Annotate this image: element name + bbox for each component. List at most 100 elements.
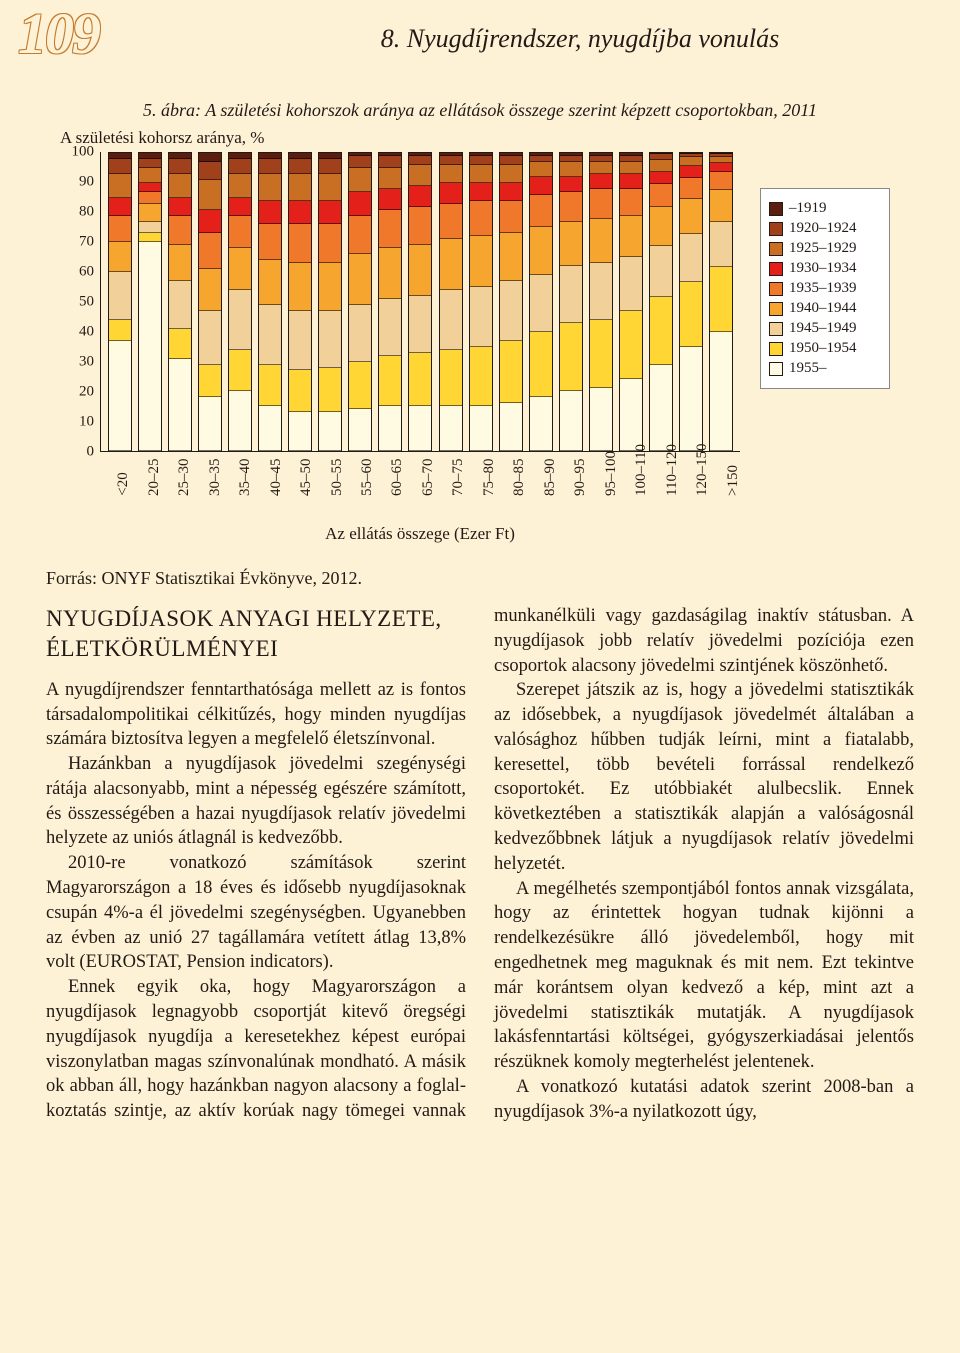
paragraph: A vonatkozó kutatási adatok szerint 2008…: [494, 1075, 914, 1125]
chart-bar-segment: [139, 233, 161, 242]
chart-bar-segment: [620, 216, 642, 258]
y-tick-label: 30: [79, 354, 94, 371]
legend-swatch: [769, 302, 783, 316]
chart-bar-segment: [169, 159, 191, 174]
chart-bar-segment: [710, 267, 732, 332]
chart-bar: [559, 152, 583, 451]
chart-bar-segment: [500, 233, 522, 281]
legend-label: 1920–1924: [789, 220, 857, 237]
chart-bar-segment: [590, 174, 612, 189]
chart-bar-segment: [470, 236, 492, 287]
chart-bar-segment: [139, 204, 161, 222]
chart-bar-segment: [500, 201, 522, 234]
chart-bar-segment: [650, 172, 672, 184]
legend-label: 1930–1934: [789, 260, 857, 277]
chart-bar-segment: [289, 370, 311, 412]
chart-bar-segment: [470, 165, 492, 183]
legend-item: 1930–1934: [769, 260, 881, 277]
x-axis-title: Az ellátás összege (Ezer Ft): [100, 524, 740, 544]
y-tick-label: 80: [79, 204, 94, 221]
chart-bar-segment: [530, 332, 552, 398]
chart-bar-segment: [259, 174, 281, 201]
chart-bar-segment: [500, 341, 522, 404]
chart-bar-segment: [530, 227, 552, 275]
chart-bar-segment: [470, 347, 492, 407]
chart-bar-segment: [109, 341, 131, 451]
chart-bar-segment: [680, 178, 702, 199]
chart-bar-segment: [409, 353, 431, 407]
chart-bar-segment: [319, 412, 341, 451]
chart-bar: [198, 152, 222, 451]
chart-bar-segment: [680, 157, 702, 166]
chart-bar-segment: [349, 168, 371, 192]
chart-bar-segment: [620, 257, 642, 311]
chart-bar-segment: [109, 174, 131, 198]
chart-bar-segment: [590, 189, 612, 219]
chart-bar-segment: [560, 323, 582, 392]
chart-bar-segment: [349, 362, 371, 410]
chart-bar-segment: [470, 406, 492, 451]
chart-bar-segment: [139, 222, 161, 234]
chart-bar-segment: [650, 207, 672, 246]
legend-item: 1945–1949: [769, 320, 881, 337]
chart-bar-segment: [259, 201, 281, 225]
legend-label: 1925–1929: [789, 240, 857, 257]
legend-label: –1919: [789, 200, 827, 217]
chart-bar-segment: [500, 156, 522, 165]
chart-bar-segment: [319, 368, 341, 413]
y-axis-ticks: 0102030405060708090100: [60, 152, 94, 452]
chart-bar-segment: [229, 159, 251, 174]
chart-bar-segment: [379, 248, 401, 299]
chart-bar-segment: [620, 189, 642, 216]
chart: A születési kohorsz aránya, % 0102030405…: [60, 128, 900, 568]
chart-bar: [469, 152, 493, 451]
chart-bar: [288, 152, 312, 451]
chart-bar-segment: [440, 156, 462, 165]
chart-bar-segment: [349, 409, 371, 451]
chart-bar-segment: [560, 266, 582, 323]
chart-bar-segment: [680, 347, 702, 451]
paragraph: Hazánkban a nyugdíjasok jövedelmi sze­gé…: [46, 752, 466, 851]
legend-swatch: [769, 342, 783, 356]
chart-bar-segment: [199, 397, 221, 451]
chart-bar-segment: [530, 275, 552, 332]
chart-bar-segment: [590, 388, 612, 451]
chart-bar-segment: [139, 183, 161, 192]
chart-bar-segment: [560, 192, 582, 222]
chart-bar-segment: [710, 190, 732, 223]
chart-bar-segment: [620, 162, 642, 174]
y-tick-label: 50: [79, 294, 94, 311]
legend-swatch: [769, 202, 783, 216]
chart-bar-segment: [470, 201, 492, 237]
chart-bar-segment: [560, 222, 582, 267]
y-tick-label: 10: [79, 414, 94, 431]
paragraph: A megélhetés szempontjából fontos annak …: [494, 877, 914, 1075]
chart-bar-segment: [169, 329, 191, 359]
chart-bar-segment: [500, 281, 522, 341]
chart-bar: [439, 152, 463, 451]
chart-bar-segment: [409, 245, 431, 296]
chart-bar-segment: [289, 263, 311, 311]
chart-bar: [348, 152, 372, 451]
chart-bar-segment: [379, 406, 401, 451]
chart-bar-segment: [440, 290, 462, 350]
chart-bar-segment: [169, 174, 191, 198]
paragraph: Szerepet játszik az is, hogy a jövedelmi…: [494, 678, 914, 876]
chart-bar-segment: [379, 156, 401, 168]
legend-item: 1940–1944: [769, 300, 881, 317]
chart-bar-segment: [349, 254, 371, 305]
chart-bar-segment: [409, 156, 431, 165]
legend-label: 1935–1939: [789, 280, 857, 297]
chart-bar-segment: [590, 263, 612, 320]
chart-bar-segment: [289, 412, 311, 451]
chart-bar-segment: [379, 210, 401, 249]
chart-bar-segment: [349, 305, 371, 362]
chart-bar-segment: [259, 365, 281, 407]
chart-bar-segment: [379, 189, 401, 210]
chart-bar-segment: [289, 311, 311, 371]
chart-legend: –1919 1920–1924 1925–1929 1930–1934 1935–193…: [760, 188, 890, 389]
chart-bar-segment: [650, 365, 672, 451]
chart-bar-segment: [109, 216, 131, 243]
chart-bar-segment: [259, 406, 281, 451]
chart-bar-segment: [169, 281, 191, 329]
